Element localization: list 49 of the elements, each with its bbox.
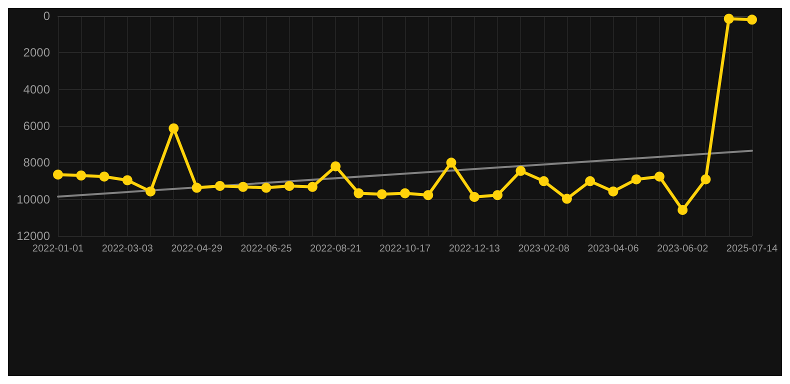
point [284, 180, 294, 191]
point [516, 166, 526, 176]
y-tick-label: 10000 [16, 192, 50, 206]
point [400, 188, 410, 198]
point [654, 172, 664, 182]
point [76, 170, 86, 180]
point [492, 190, 503, 200]
point [146, 186, 156, 196]
x-tick-label: 2022-12-13 [448, 244, 500, 254]
y-tick-label: 0 [43, 9, 50, 23]
point [376, 189, 387, 200]
x-tick-label: 2022-03-03 [102, 244, 154, 254]
point [122, 175, 132, 186]
point [631, 174, 642, 184]
point [562, 194, 572, 204]
x-tick-label: 2023-02-08 [518, 244, 570, 254]
point [168, 123, 179, 134]
y-tick-label: 6000 [23, 119, 50, 133]
point [261, 182, 272, 193]
y-tick-label: 8000 [23, 156, 50, 170]
point [307, 182, 318, 192]
y-tick-label: 4000 [23, 82, 50, 96]
point [538, 176, 549, 186]
point [608, 186, 618, 196]
point [53, 170, 63, 180]
point [330, 161, 341, 172]
point [469, 192, 480, 202]
x-tick-label: 2022-10-17 [379, 244, 432, 254]
point [238, 182, 248, 192]
point [192, 182, 202, 193]
point [446, 158, 456, 168]
point [724, 14, 734, 24]
point [99, 172, 110, 182]
point [423, 190, 434, 200]
point [354, 188, 364, 198]
point [214, 180, 225, 191]
x-tick-label: 2022-04-29 [171, 244, 223, 254]
x-tick-label: 2022-06-25 [240, 244, 292, 254]
x-tick-label: 2023-04-06 [588, 244, 640, 254]
point [585, 176, 596, 186]
x-tick-label: 2023-06-02 [657, 244, 709, 254]
y-tick-label: 2000 [23, 46, 50, 60]
point [678, 204, 688, 215]
x-tick-label: 2022-01-01 [32, 244, 84, 254]
x-tick-label: 2025-07-14 [726, 244, 778, 254]
point [747, 14, 757, 25]
y-tick-label: 12000 [16, 229, 50, 243]
point [700, 174, 711, 184]
x-tick-label: 2022-08-21 [310, 244, 362, 254]
